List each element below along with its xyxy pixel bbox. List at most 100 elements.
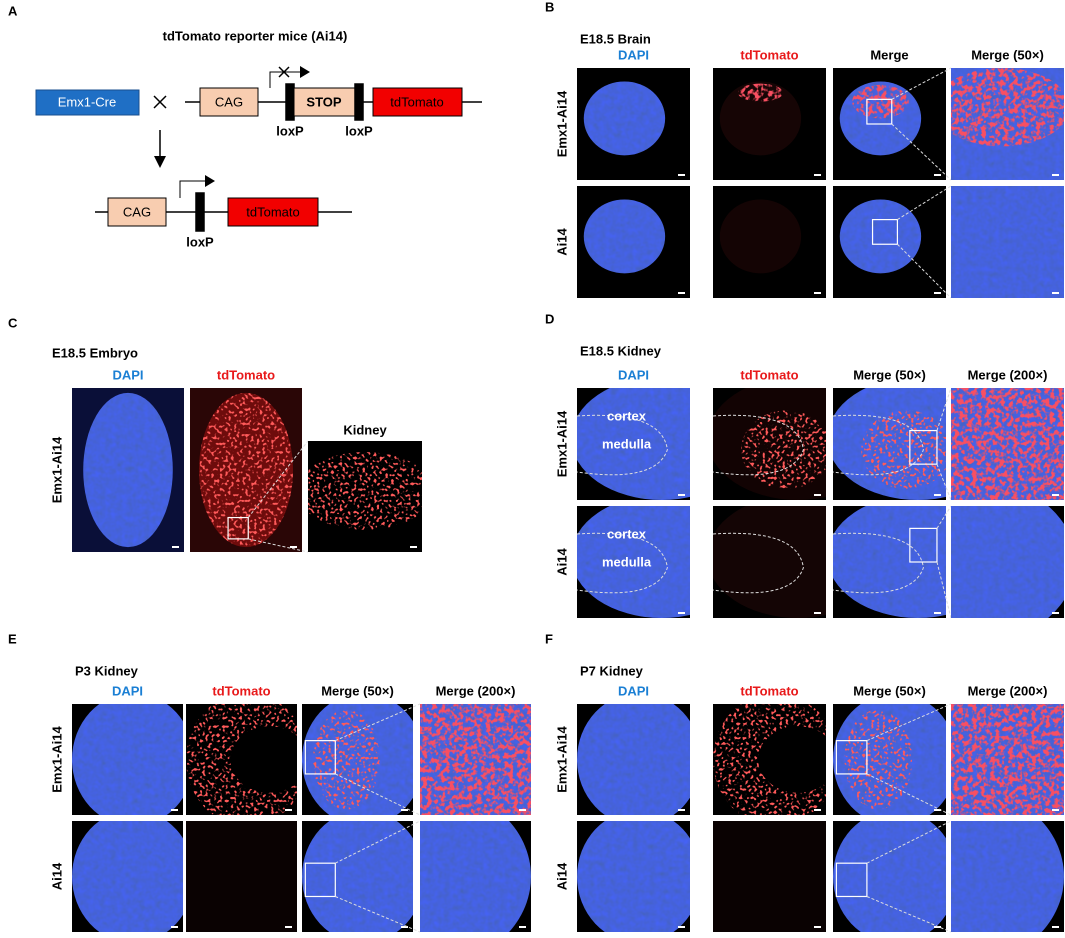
micrograph bbox=[72, 821, 183, 932]
site-label: loxP bbox=[186, 234, 214, 249]
stop-label: STOP bbox=[306, 94, 341, 109]
region-label: medulla bbox=[602, 436, 652, 451]
micrograph bbox=[713, 186, 826, 298]
tissue bbox=[577, 704, 690, 815]
zoom-line bbox=[335, 703, 421, 742]
tissue bbox=[758, 726, 826, 793]
tissue bbox=[951, 186, 1064, 298]
tissue bbox=[861, 410, 946, 489]
panel-title: E18.5 Brain bbox=[580, 31, 651, 46]
micrograph bbox=[308, 441, 422, 552]
zoom-line bbox=[936, 387, 952, 431]
tissue bbox=[852, 84, 909, 119]
promoter-label: CAG bbox=[215, 94, 243, 109]
tissue bbox=[951, 821, 1064, 932]
tissue bbox=[719, 199, 802, 274]
column-header: Merge (50×) bbox=[853, 683, 926, 698]
column-header: Merge bbox=[870, 47, 908, 62]
micrograph bbox=[713, 506, 826, 618]
site-label: loxP bbox=[276, 123, 304, 138]
tissue bbox=[713, 821, 826, 932]
micrograph bbox=[951, 704, 1064, 815]
zoom-line bbox=[891, 123, 952, 181]
tissue bbox=[741, 410, 826, 489]
tissue bbox=[951, 506, 1064, 618]
micrograph bbox=[951, 68, 1064, 180]
zoom-line bbox=[866, 896, 952, 933]
column-header: DAPI bbox=[618, 367, 649, 382]
region-outline bbox=[833, 532, 924, 594]
column-header: Kidney bbox=[343, 422, 387, 437]
tissue bbox=[308, 452, 422, 530]
tissue bbox=[719, 81, 802, 156]
column-header: Merge (200×) bbox=[968, 683, 1048, 698]
zoom-line bbox=[335, 773, 421, 816]
region-label: cortex bbox=[607, 408, 647, 423]
micrograph bbox=[577, 388, 690, 500]
micrograph bbox=[186, 821, 297, 932]
row-label: Ai14 bbox=[554, 862, 569, 890]
row-label: Ai14 bbox=[554, 228, 569, 256]
micrograph bbox=[833, 821, 946, 932]
micrograph bbox=[190, 388, 302, 552]
tissue bbox=[737, 83, 784, 102]
panel-title: tdTomato reporter mice (Ai14) bbox=[163, 28, 348, 43]
tissue bbox=[577, 821, 690, 932]
region-outline bbox=[833, 414, 924, 476]
micrograph bbox=[577, 68, 690, 180]
reporter-label: tdTomato bbox=[390, 94, 443, 109]
micrograph bbox=[577, 186, 690, 298]
micrograph bbox=[72, 388, 184, 552]
column-header: Merge (50×) bbox=[321, 683, 394, 698]
row-label: Ai14 bbox=[554, 548, 569, 576]
micrograph bbox=[951, 821, 1064, 932]
micrograph bbox=[713, 68, 826, 180]
tissue bbox=[577, 506, 690, 618]
zoom-box bbox=[835, 862, 868, 898]
zoom-line bbox=[335, 820, 421, 864]
tissue bbox=[951, 704, 1064, 815]
micrograph bbox=[951, 388, 1064, 500]
tissue bbox=[577, 388, 690, 500]
tissue bbox=[951, 68, 1064, 147]
panel-title: E18.5 Embryo bbox=[52, 345, 138, 360]
micrograph bbox=[713, 704, 826, 815]
zoom-box bbox=[866, 98, 893, 125]
zoom-box bbox=[304, 740, 336, 775]
zoom-line bbox=[866, 773, 952, 816]
column-header: Merge (200×) bbox=[968, 367, 1048, 382]
tissue bbox=[951, 388, 1064, 500]
row-label: Emx1-Ai14 bbox=[554, 410, 569, 477]
region-label: medulla bbox=[602, 554, 652, 569]
row-label: Emx1-Ai14 bbox=[49, 436, 64, 503]
region-outline bbox=[577, 532, 668, 594]
site-label: loxP bbox=[345, 123, 373, 138]
region-outline bbox=[577, 414, 668, 476]
column-header: DAPI bbox=[112, 683, 143, 698]
tissue bbox=[583, 81, 666, 156]
tissue bbox=[833, 821, 946, 932]
column-header: Merge (50×) bbox=[853, 367, 926, 382]
tissue bbox=[833, 506, 946, 618]
panel-title: P7 Kidney bbox=[580, 663, 644, 678]
zoom-line bbox=[866, 820, 952, 864]
column-header: DAPI bbox=[112, 367, 143, 382]
panel-letter: A bbox=[8, 3, 18, 18]
column-header: DAPI bbox=[618, 47, 649, 62]
tissue bbox=[313, 709, 380, 810]
micrograph bbox=[420, 821, 531, 932]
micrograph bbox=[833, 186, 946, 298]
micrograph bbox=[186, 704, 297, 815]
micrograph bbox=[420, 704, 531, 815]
micrograph bbox=[302, 821, 413, 932]
tissue bbox=[72, 821, 183, 932]
zoom-line bbox=[247, 440, 309, 518]
tissue bbox=[839, 199, 922, 274]
panel-letter: B bbox=[545, 0, 554, 14]
panel-letter: C bbox=[8, 315, 18, 330]
micrograph bbox=[951, 506, 1064, 618]
zoom-box bbox=[304, 862, 336, 898]
promoter-label: CAG bbox=[123, 204, 151, 219]
tissue bbox=[198, 392, 294, 548]
